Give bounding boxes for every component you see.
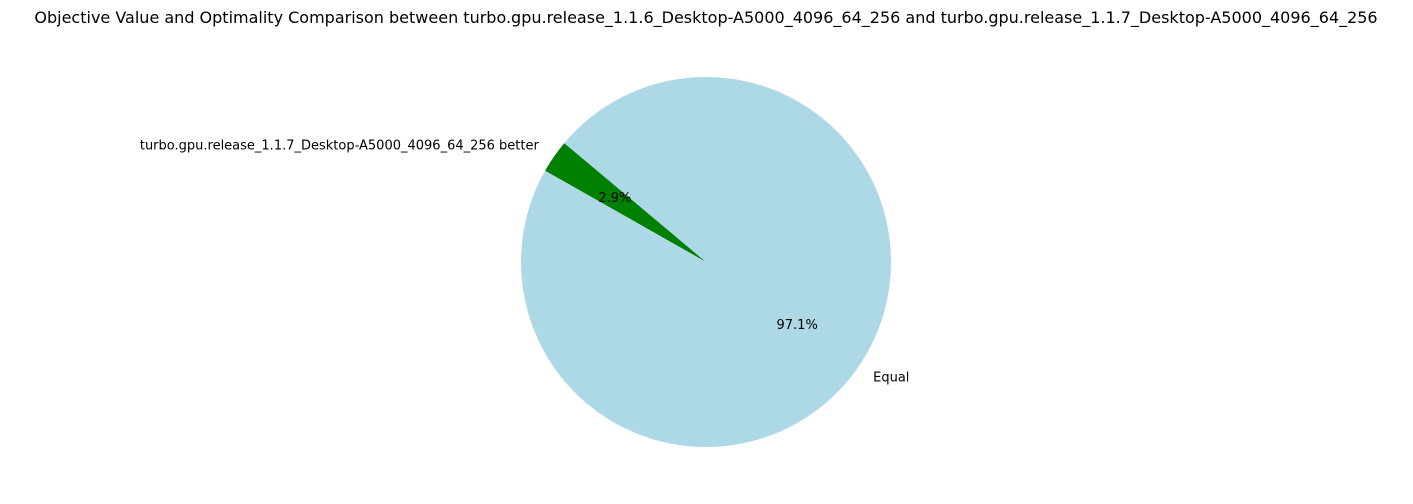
pie-pct-label-0: 2.9% [598,191,631,206]
pie-slices [521,76,892,447]
pie-slice-label-0: turbo.gpu.release_1.1.7_Desktop-A5000_40… [140,138,540,153]
chart-title: Objective Value and Optimality Compariso… [34,8,1377,28]
pie-pct-label-1: 97.1% [777,318,818,333]
pie-slice-label-1: Equal [873,371,909,386]
pie-slice-0 [545,143,706,262]
pie-labels: 2.9% turbo.gpu.release_1.1.7_Desktop-A500… [140,138,910,385]
pie-slice-1 [521,76,892,447]
